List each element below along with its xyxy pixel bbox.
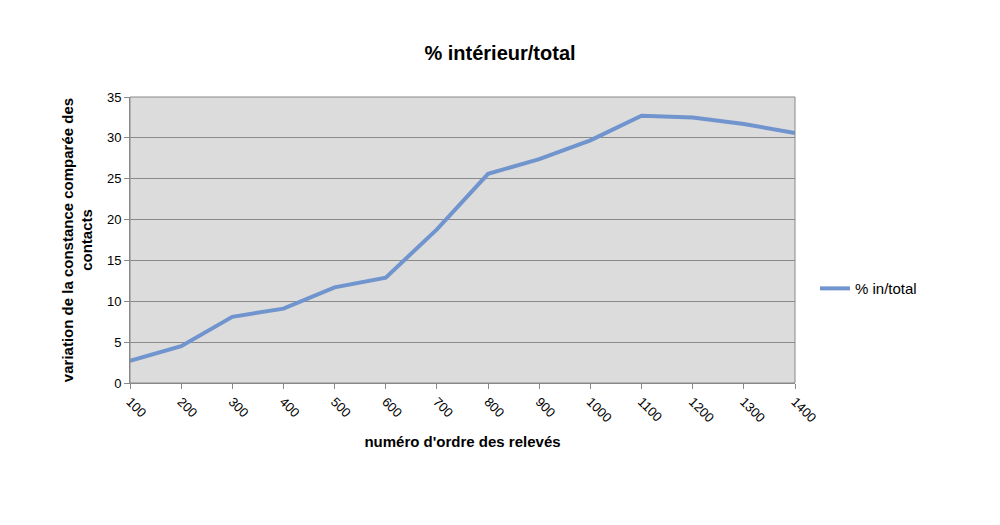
svg-text:20: 20 xyxy=(107,212,121,227)
svg-text:500: 500 xyxy=(328,394,354,420)
svg-text:15: 15 xyxy=(107,253,121,268)
svg-text:10: 10 xyxy=(107,294,121,309)
svg-text:1300: 1300 xyxy=(737,394,768,425)
svg-text:5: 5 xyxy=(114,335,121,350)
svg-text:400: 400 xyxy=(277,394,303,420)
svg-text:700: 700 xyxy=(430,394,456,420)
svg-text:% in/total: % in/total xyxy=(855,280,917,297)
svg-text:30: 30 xyxy=(107,130,121,145)
svg-text:900: 900 xyxy=(533,394,559,420)
svg-text:variation de la constance comp: variation de la constance comparée desco… xyxy=(59,98,96,382)
svg-text:25: 25 xyxy=(107,171,121,186)
svg-text:1400: 1400 xyxy=(788,394,819,425)
svg-text:1000: 1000 xyxy=(584,394,615,425)
svg-text:1200: 1200 xyxy=(686,394,717,425)
svg-text:1100: 1100 xyxy=(635,394,665,424)
svg-text:35: 35 xyxy=(107,90,121,105)
svg-text:200: 200 xyxy=(174,394,200,420)
svg-text:numéro d'ordre des relevés: numéro d'ordre des relevés xyxy=(364,433,560,450)
svg-text:800: 800 xyxy=(481,394,507,420)
svg-text:0: 0 xyxy=(114,376,121,391)
svg-text:600: 600 xyxy=(379,394,405,420)
svg-text:% intérieur/total: % intérieur/total xyxy=(424,42,575,64)
svg-text:100: 100 xyxy=(123,394,149,420)
svg-text:300: 300 xyxy=(226,394,252,420)
